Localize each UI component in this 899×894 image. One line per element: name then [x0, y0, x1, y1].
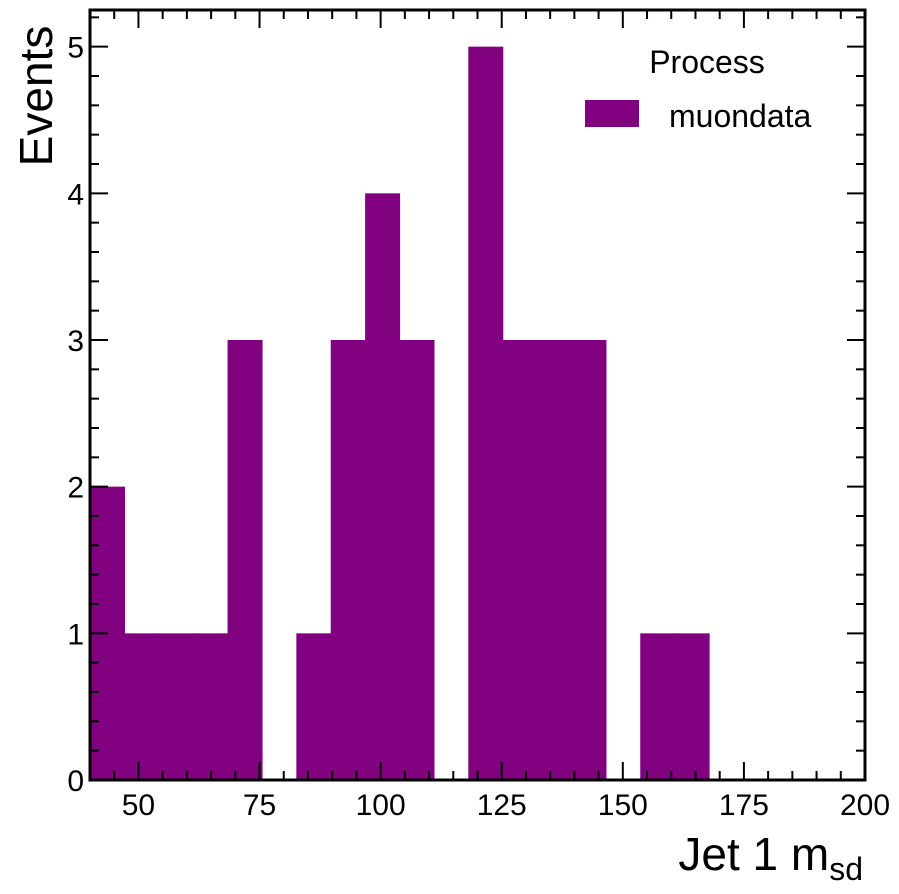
ticks-group [89, 10, 866, 781]
legend: Process muondata [585, 44, 812, 134]
x-tick-label: 150 [598, 789, 648, 822]
histogram-bar [330, 340, 366, 780]
y-tick-label: 0 [67, 765, 84, 798]
x-tick-label: 50 [122, 789, 155, 822]
y-tick-label: 4 [67, 178, 84, 211]
x-tick-label: 200 [840, 789, 890, 822]
histogram-bar [502, 340, 538, 780]
histogram-bar [365, 193, 401, 781]
histogram-bar [124, 633, 160, 780]
legend-title: Process [649, 44, 765, 80]
histogram-bar [640, 633, 676, 780]
histogram-bar [227, 340, 263, 780]
y-tick-label: 5 [67, 32, 84, 65]
x-axis-label: Jet 1 msd [678, 828, 863, 887]
histogram-bar [296, 633, 332, 780]
histogram-bar [158, 633, 194, 780]
bars-group [90, 46, 710, 781]
x-tick-label: 125 [477, 789, 527, 822]
y-tick-label: 2 [67, 472, 84, 505]
histogram-bar [537, 340, 573, 780]
y-tick-label: 1 [67, 618, 84, 651]
y-tick-label: 3 [67, 325, 84, 358]
x-axis-label-subscript: sd [829, 851, 863, 887]
y-axis-label: Events [10, 26, 62, 167]
histogram-bar [193, 633, 229, 780]
legend-swatch-muondata [585, 100, 639, 127]
x-tick-label: 175 [719, 789, 769, 822]
tick-labels-group: 50 75 100 125 150 175 200 0 1 2 3 4 5 [67, 32, 890, 822]
histogram-bar [468, 46, 504, 780]
histogram-bar [674, 633, 710, 780]
histogram-bar [571, 340, 607, 780]
x-tick-label: 100 [356, 789, 406, 822]
x-tick-label: 75 [243, 789, 276, 822]
histogram-bar [399, 340, 435, 780]
legend-label-muondata: muondata [669, 98, 812, 134]
x-axis-label-main: Jet 1 m [678, 828, 829, 880]
